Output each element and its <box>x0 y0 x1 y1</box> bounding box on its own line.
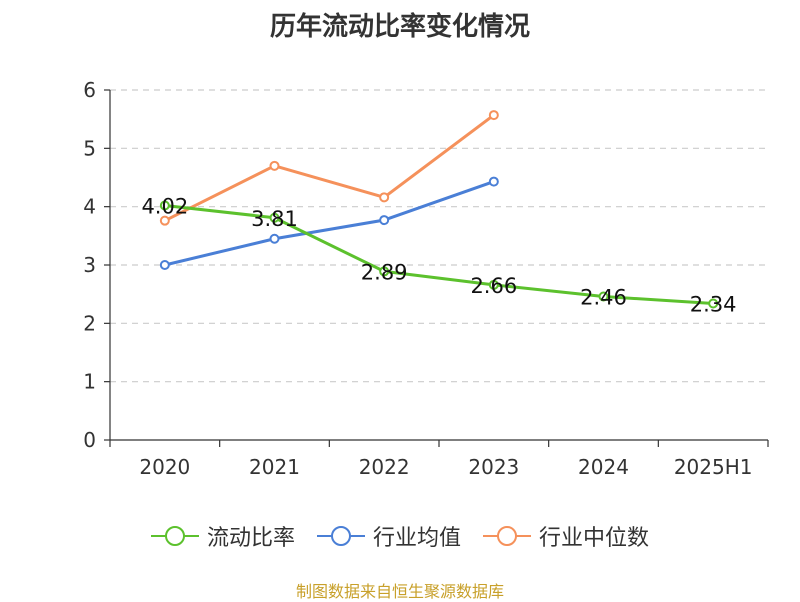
source-note: 制图数据来自恒生聚源数据库 <box>295 582 504 601</box>
data-label-2020: 4.02 <box>141 195 188 219</box>
series-1-point-2021 <box>269 233 280 244</box>
series-2-point-2023 <box>488 110 499 121</box>
legend-item-current-ratio[interactable]: 流动比率 <box>150 520 295 552</box>
y-tick-label-4: 4 <box>83 195 96 219</box>
data-label-2024: 2.46 <box>580 286 627 310</box>
y-tick-label-2: 2 <box>83 311 96 335</box>
legend-label-current-ratio: 流动比率 <box>206 526 295 551</box>
series-1-point-2023 <box>488 176 499 187</box>
series-2-point-2021 <box>269 160 280 171</box>
data-label-2021: 3.81 <box>251 207 298 231</box>
x-tick-label-2025H1: 2025H1 <box>674 455 753 479</box>
series-0-point-2022 <box>379 266 390 277</box>
x-tick-label-2021: 2021 <box>249 455 300 479</box>
legend: 流动比率 行业均值 行业中位数 <box>0 520 800 552</box>
data-label-2023: 2.66 <box>470 274 517 298</box>
series-0-point-2024 <box>598 291 609 302</box>
legend-item-industry-median[interactable]: 行业中位数 <box>483 520 649 552</box>
series-line-1 <box>164 180 495 267</box>
legend-item-industry-mean[interactable]: 行业均值 <box>316 520 461 552</box>
series-line-2 <box>164 113 495 223</box>
y-tick-label-1: 1 <box>83 370 96 394</box>
series-1-point-2020 <box>159 260 170 270</box>
series-0-point-2020 <box>159 200 170 211</box>
y-tick-label-3: 3 <box>83 253 96 277</box>
series-0-point-2021 <box>269 212 280 223</box>
data-label-2022: 2.89 <box>361 260 408 284</box>
x-tick-label-2024: 2024 <box>578 455 629 479</box>
data-label-2025H1: 2.34 <box>690 293 737 317</box>
legend-swatch-industry-mean <box>316 526 365 546</box>
y-tick-label-5: 5 <box>83 136 96 160</box>
chart-title: 历年流动比率变化情况 <box>269 12 530 42</box>
legend-label-industry-mean: 行业均值 <box>372 526 461 551</box>
x-tick-label-2020: 2020 <box>139 455 190 479</box>
legend-swatch-industry-median <box>483 526 531 546</box>
series-line-0 <box>164 204 714 305</box>
legend-label-industry-median: 行业中位数 <box>539 526 650 551</box>
series-0-point-2025H1 <box>708 298 719 309</box>
series-2-point-2020 <box>159 215 170 226</box>
x-tick-label-2022: 2022 <box>359 455 410 479</box>
y-tick-label-0: 0 <box>83 428 96 452</box>
legend-swatch-current-ratio <box>150 526 199 546</box>
series-0-point-2023 <box>488 279 499 290</box>
y-tick-label-6: 6 <box>83 78 96 102</box>
x-tick-label-2023: 2023 <box>468 455 519 479</box>
series-1-point-2022 <box>379 215 390 226</box>
series-2-point-2022 <box>379 192 390 203</box>
